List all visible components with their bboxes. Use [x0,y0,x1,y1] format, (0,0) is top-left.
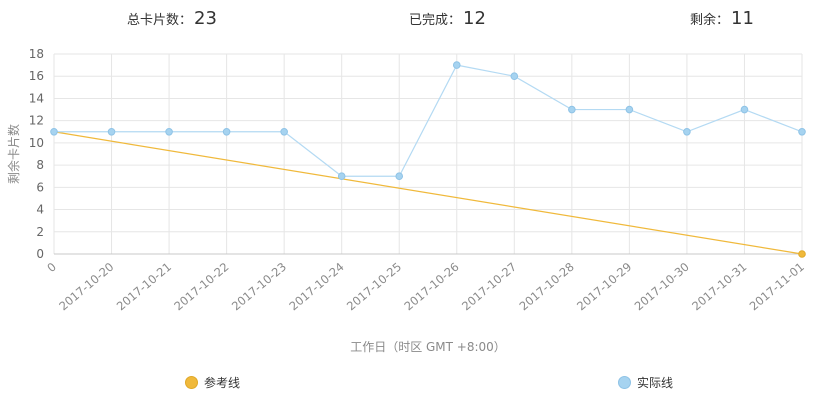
y-tick-label: 2 [36,225,44,239]
chart-legend: 参考线 实际线 [0,374,822,394]
actual-data-point [107,127,116,136]
actual-data-point [222,127,231,136]
actual-data-point [337,172,346,181]
actual-data-point [568,105,576,114]
x-axis-title: 工作日（时区 GMT +8:00） [350,340,506,354]
done-cards-value: 12 [463,8,486,29]
remaining-cards-value: 11 [731,8,754,29]
actual-data-point [683,127,691,136]
x-tick-label: 2017-10-29 [574,260,634,314]
x-tick-label: 0 [44,260,59,275]
y-tick-label: 16 [29,69,44,83]
x-tick-label: 2017-10-20 [56,260,116,314]
done-cards-label: 已完成： [409,13,462,28]
x-tick-label: 2017-10-23 [229,260,289,314]
legend-reference-label: 参考线 [204,376,241,390]
x-tick-label: 2017-10-31 [689,260,749,314]
y-tick-label: 4 [36,203,44,217]
legend-item-reference[interactable]: 参考线 [185,374,240,391]
reference-data-point [798,250,806,258]
actual-data-point [625,105,634,114]
x-tick-label: 2017-10-25 [344,260,404,314]
actual-data-point [165,127,173,136]
x-tick-label: 2017-11-01 [747,260,807,314]
actual-data-point [798,127,806,136]
actual-data-point [740,105,749,114]
reference-swatch-icon [185,376,198,389]
legend-item-actual[interactable]: 实际线 [618,374,673,391]
y-axis-title: 剩余卡片数 [6,124,21,184]
actual-data-point [50,127,58,136]
x-tick-label: 2017-10-28 [517,260,577,314]
x-tick-label: 2017-10-30 [632,260,692,314]
total-cards-value: 23 [194,8,217,29]
x-tick-label: 2017-10-22 [171,260,231,314]
actual-data-point [280,127,288,136]
actual-data-point [395,172,404,181]
x-tick-label: 2017-10-24 [286,260,346,314]
total-cards-stat: 总卡片数： 23 [127,8,217,29]
reference-series-line [53,131,803,255]
y-tick-label: 12 [29,114,44,128]
y-tick-label: 8 [36,158,44,172]
x-tick-label: 2017-10-26 [401,260,461,314]
done-cards-stat: 已完成： 12 [409,8,486,29]
y-tick-label: 14 [29,91,44,105]
actual-series-line [54,64,803,177]
actual-swatch-icon [618,376,631,389]
y-tick-label: 0 [36,247,44,261]
actual-data-point [452,61,461,69]
legend-actual-label: 实际线 [637,376,674,390]
x-tick-label: 2017-10-21 [114,260,174,314]
x-tick-label: 2017-10-27 [459,260,519,314]
remaining-cards-label: 剩余： [690,13,730,28]
total-cards-label: 总卡片数： [127,13,193,28]
actual-data-point [510,72,519,81]
y-tick-label: 10 [29,136,44,150]
y-tick-label: 6 [36,180,44,194]
y-tick-label: 18 [29,47,44,61]
remaining-cards-stat: 剩余： 11 [690,8,754,29]
summary-bar: 总卡片数： 23 已完成： 12 剩余： 11 [0,0,822,44]
